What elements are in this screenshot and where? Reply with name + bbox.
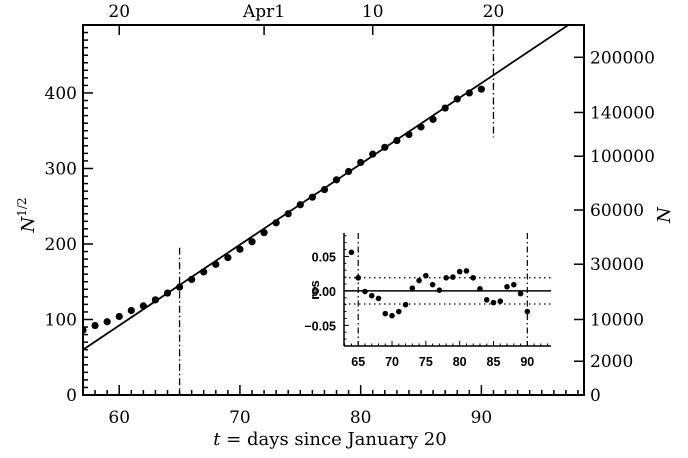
top-tick-label: 20 — [108, 2, 130, 22]
residual-point — [409, 285, 416, 291]
residual-point — [375, 295, 382, 302]
inset-y-tick-label: 0.00 — [312, 285, 336, 299]
residual-point — [348, 249, 355, 256]
data-point — [308, 193, 316, 201]
data-point — [151, 296, 160, 304]
data-point — [369, 150, 377, 158]
data-point — [248, 238, 256, 246]
right-tick-label: 100000 — [590, 147, 655, 167]
data-point — [212, 260, 220, 268]
inset-x-tick-label: 65 — [351, 355, 365, 369]
residual-point — [362, 288, 368, 295]
data-point — [332, 176, 341, 184]
x-tick-label: 80 — [350, 408, 372, 428]
residual-point — [504, 283, 510, 290]
inset-x-tick-label: 80 — [453, 355, 467, 369]
data-point — [429, 115, 437, 123]
data-point — [477, 85, 485, 93]
right-tick-label: 30000 — [590, 255, 644, 275]
data-point — [200, 268, 208, 276]
y-tick-label: 300 — [45, 159, 77, 179]
inset-y-axis-label: res — [307, 280, 322, 300]
residual-point — [490, 299, 497, 306]
data-point — [320, 186, 329, 194]
right-tick-label: 0 — [590, 386, 601, 406]
y-axis-label-left: N1/2 — [15, 197, 39, 233]
data-point — [441, 104, 449, 112]
y-tick-label: 200 — [45, 235, 77, 255]
residual-point — [483, 297, 490, 303]
residual-point — [402, 301, 409, 308]
top-tick-label: 10 — [362, 2, 384, 22]
right-tick-label: 2000 — [590, 352, 633, 372]
residual-point — [429, 281, 436, 288]
data-point — [381, 143, 389, 151]
inset-x-tick-label: 85 — [487, 355, 501, 369]
inset-x-tick-label: 70 — [385, 355, 399, 369]
data-point — [465, 89, 473, 97]
y-tick-label: 0 — [66, 386, 77, 406]
data-point — [163, 289, 172, 297]
x-tick-label: 60 — [108, 408, 130, 428]
inset-y-tick-label: 0.05 — [312, 250, 336, 264]
y-axis-label-right: N — [654, 206, 675, 224]
residual-point — [524, 308, 531, 315]
x-axis-label: t = days since January 20 — [213, 429, 446, 450]
data-point — [284, 210, 292, 218]
residual-point — [497, 298, 504, 305]
residual-point — [470, 274, 477, 281]
data-point — [417, 123, 425, 131]
data-point — [127, 306, 135, 315]
data-point — [175, 283, 184, 291]
residual-point — [395, 308, 402, 315]
data-point — [139, 302, 147, 310]
data-point — [103, 318, 111, 326]
residual-point — [510, 281, 517, 288]
residual-point — [389, 312, 395, 319]
data-point — [453, 95, 461, 103]
residual-point — [456, 268, 463, 275]
inset-y-tick-label: −0.05 — [304, 319, 336, 333]
residual-point — [368, 292, 375, 299]
data-point — [188, 275, 196, 284]
right-tick-label: 140000 — [590, 103, 655, 123]
right-tick-label: 200000 — [590, 48, 655, 68]
inset-x-tick-label: 90 — [520, 355, 534, 369]
residual-point — [450, 274, 456, 280]
right-tick-label: 60000 — [590, 201, 644, 221]
inset-x-tick-label: 75 — [419, 355, 433, 369]
y-tick-label: 100 — [45, 310, 77, 330]
residual-point — [436, 287, 443, 293]
residual-point — [423, 272, 429, 279]
data-point — [224, 253, 232, 262]
top-tick-label: 20 — [483, 2, 505, 22]
top-tick-label: Apr1 — [242, 2, 285, 22]
residual-point — [463, 268, 470, 274]
residual-point — [355, 274, 362, 281]
residual-point — [416, 277, 422, 284]
y-tick-label: 400 — [45, 84, 77, 104]
data-point — [236, 245, 244, 253]
residual-inset: 65 70 75 80 85 90 0.05 0.00 −0.05 — [304, 233, 551, 369]
data-point — [272, 219, 280, 227]
x-tick-label: 90 — [471, 408, 493, 428]
right-tick-label: 10000 — [590, 310, 644, 330]
data-point — [91, 321, 99, 330]
residual-point — [517, 290, 524, 297]
data-point — [405, 130, 413, 139]
data-point — [344, 167, 353, 176]
residual-point — [443, 274, 449, 281]
residual-point — [477, 286, 483, 292]
residual-point — [382, 310, 389, 317]
data-point — [115, 312, 123, 321]
data-point — [83, 326, 87, 334]
data-point — [296, 201, 304, 209]
data-point — [357, 158, 365, 167]
data-point — [260, 229, 268, 237]
data-point — [393, 136, 401, 145]
x-tick-label: 70 — [229, 408, 251, 428]
